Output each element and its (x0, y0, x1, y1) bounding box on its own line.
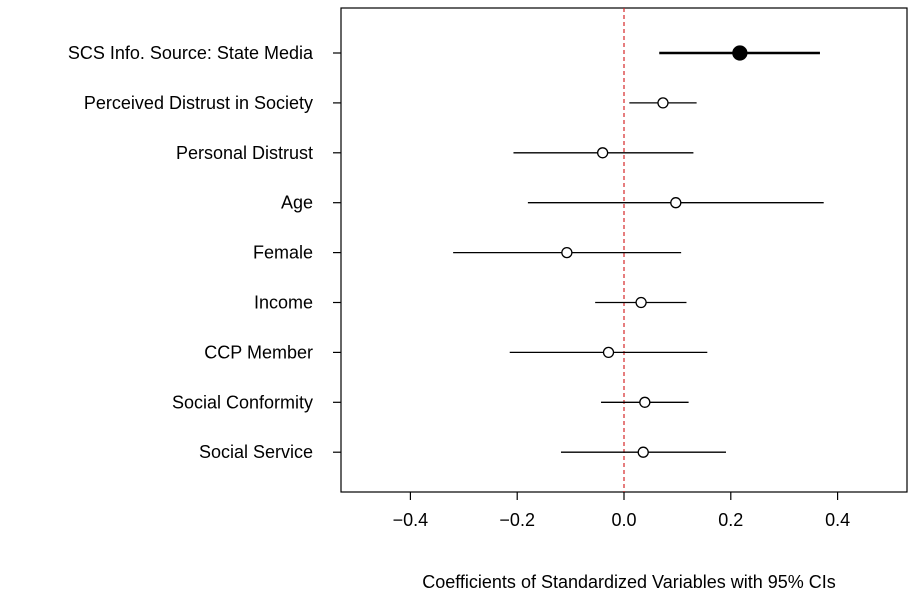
estimate-point (657, 97, 669, 109)
estimate-point (732, 45, 748, 61)
estimate-point (602, 346, 615, 359)
x-tick-label: −0.2 (499, 510, 535, 530)
x-tick-label: 0.0 (611, 510, 636, 530)
y-category-label: CCP Member (204, 342, 313, 362)
x-tick-label: 0.2 (718, 510, 743, 530)
x-axis: −0.4 −0.2 0.0 0.2 0.4 (393, 492, 850, 530)
estimate-point (639, 396, 651, 408)
y-category-label: SCS Info. Source: State Media (68, 43, 314, 63)
estimate-point (670, 197, 682, 209)
y-category-label: Social Conformity (172, 392, 313, 412)
estimate-point (635, 296, 647, 309)
coefficient-marks (453, 45, 824, 458)
y-category-label: Personal Distrust (176, 143, 313, 163)
estimate-point (596, 147, 609, 159)
y-axis: SCS Info. Source: State Media Perceived D… (68, 43, 341, 462)
y-category-label: Social Service (199, 442, 313, 462)
y-category-label: Age (281, 193, 313, 213)
estimate-point (637, 446, 649, 458)
x-tick-label: −0.4 (393, 510, 429, 530)
y-category-label: Female (253, 243, 313, 263)
estimate-point (561, 246, 573, 259)
y-category-label: Perceived Distrust in Society (84, 93, 313, 113)
x-tick-label: 0.4 (825, 510, 850, 530)
x-axis-title: Coefficients of Standardized Variables w… (422, 572, 836, 592)
y-category-label: Income (254, 293, 313, 313)
